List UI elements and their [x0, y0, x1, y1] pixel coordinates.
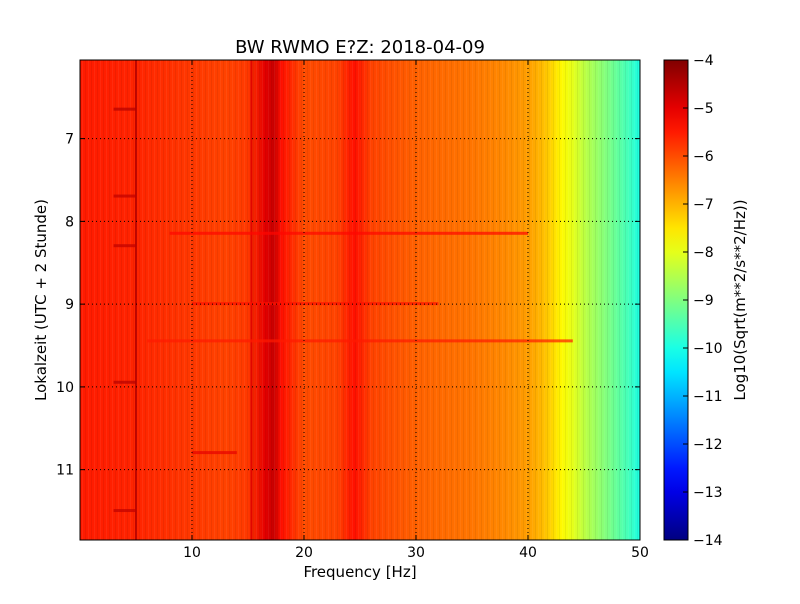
- x-tick-label: 50: [631, 545, 649, 561]
- colorbar-tick-label: −12: [693, 437, 723, 453]
- plot-frame: [79, 59, 641, 541]
- transient-band: [192, 302, 439, 306]
- colorbar-label: Log10(Sqrt(m**2/s**2/Hz)): [731, 199, 749, 400]
- transient-band: [192, 451, 237, 455]
- y-tick-label: 10: [56, 380, 74, 396]
- colorbar-tick-label: −14: [693, 533, 723, 549]
- colorbar-tick-label: −13: [693, 485, 723, 501]
- plot-area: [80, 60, 640, 540]
- transient-band: [147, 339, 573, 343]
- spectrogram-texture: [80, 60, 640, 540]
- transient-band: [113, 509, 136, 513]
- chart-title: BW RWMO E?Z: 2018-04-09: [235, 37, 485, 58]
- y-tick-label: 9: [65, 297, 74, 313]
- transient-band: [113, 107, 136, 111]
- colorbar-tick-label: −5: [693, 101, 714, 117]
- y-tick-label: 8: [65, 214, 74, 230]
- y-tick-label: 11: [56, 463, 74, 479]
- narrow-spectral-line: [135, 60, 137, 540]
- colorbar-tick-label: −4: [693, 53, 714, 69]
- x-axis: 10 20 30 40 50: [183, 60, 649, 561]
- x-tick-label: 10: [183, 545, 201, 561]
- transient-band: [113, 194, 136, 198]
- colorbar-tick-label: −7: [693, 197, 714, 213]
- transient-band: [113, 244, 136, 248]
- transient-band: [113, 380, 136, 384]
- y-axis: 7 8 9 10 11: [56, 132, 640, 479]
- y-axis-label: Lokalzeit (UTC + 2 Stunde): [32, 199, 50, 401]
- colorbar-tick-label: −9: [693, 293, 714, 309]
- colorbar-tick-label: −6: [693, 149, 714, 165]
- colorbar-tick-label: −8: [693, 245, 714, 261]
- colorbar: −4 −5 −6 −7 −8 −9 −10 −11 −12 −13 −14: [663, 53, 723, 549]
- transient-band: [169, 231, 528, 235]
- x-tick-label: 20: [295, 545, 313, 561]
- narrow-spectral-line: [250, 60, 253, 540]
- x-axis-label: Frequency [Hz]: [303, 563, 416, 581]
- grid-lines: [80, 60, 640, 540]
- x-tick-label: 30: [407, 545, 425, 561]
- colorbar-tick-label: −10: [693, 341, 723, 357]
- colorbar-tick-label: −11: [693, 389, 723, 405]
- x-tick-label: 40: [519, 545, 537, 561]
- y-tick-label: 7: [65, 132, 74, 148]
